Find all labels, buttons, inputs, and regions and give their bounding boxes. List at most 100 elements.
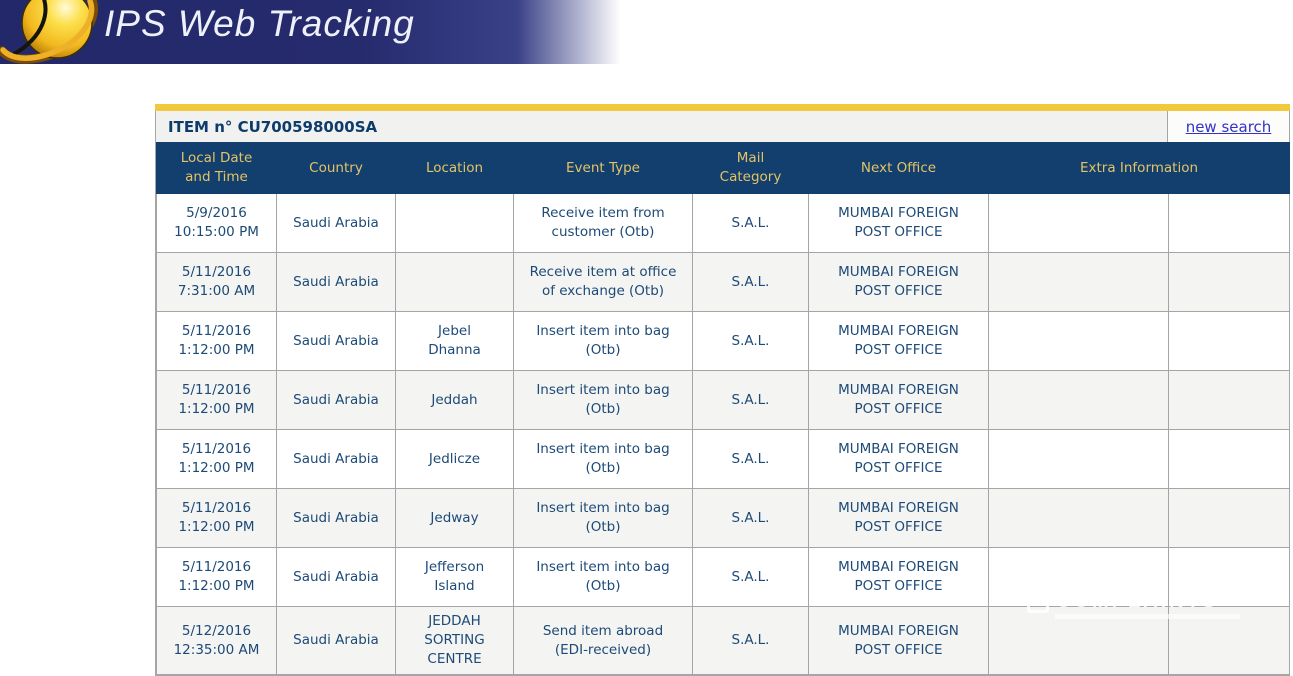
local-date: 5/9/2016 [186, 205, 247, 221]
event-type-cell: Receive item at office of exchange (Otb) [513, 252, 693, 312]
extra-information-cell [988, 370, 1169, 430]
column-header-location: Location [395, 142, 514, 194]
next-office-cell: MUMBAI FOREIGN POST OFFICE [808, 606, 989, 675]
location-cell [395, 193, 514, 253]
next-office-cell: MUMBAI FOREIGN POST OFFICE [808, 429, 989, 489]
extra-information-cell [988, 606, 1169, 675]
table-row: 5/11/2016 1:12:00 PM Saudi Arabia Jeddah… [156, 370, 1291, 430]
country-cell: Saudi Arabia [276, 606, 396, 675]
local-date: 5/12/2016 [181, 622, 252, 639]
location-cell: Jedway [395, 488, 514, 548]
next-office-cell: MUMBAI FOREIGN POST OFFICE [808, 193, 989, 253]
local-datetime-cell: 5/11/2016 1:12:00 PM [156, 547, 277, 607]
tracking-panel: ITEM n° CU700598000SA new search Local D… [155, 104, 1291, 676]
local-datetime-cell: 5/9/2016 10:15:00 PM [156, 193, 277, 253]
extra-information-cell-2 [1167, 311, 1291, 371]
local-time: 12:35:00 AM [173, 641, 260, 658]
column-header-local-date-time: Local Date and Time [156, 142, 277, 194]
table-row: 5/12/2016 12:35:00 AM Saudi Arabia JEDDA… [156, 606, 1291, 675]
local-datetime-cell: 5/11/2016 1:12:00 PM [156, 311, 277, 371]
country-cell: Saudi Arabia [276, 429, 396, 489]
extra-information-cell [988, 311, 1169, 371]
local-datetime-cell: 5/11/2016 1:12:00 PM [156, 370, 277, 430]
country-cell: Saudi Arabia [276, 488, 396, 548]
item-bar: ITEM n° CU700598000SA new search [156, 111, 1289, 142]
location-cell: Jeddah [395, 370, 514, 430]
column-header-mail-category: Mail Category [692, 142, 809, 194]
country-cell: Saudi Arabia [276, 547, 396, 607]
country-cell: Saudi Arabia [276, 252, 396, 312]
event-type-cell: Insert item into bag (Otb) [513, 429, 693, 489]
column-header-next-office: Next Office [808, 142, 989, 194]
next-office-cell: MUMBAI FOREIGN POST OFFICE [808, 370, 989, 430]
column-header-extra-information: Extra Information [987, 142, 1291, 194]
extra-information-cell [988, 429, 1169, 489]
extra-information-cell-2 [1167, 370, 1291, 430]
tracking-table-box: ITEM n° CU700598000SA new search Local D… [155, 111, 1291, 676]
mail-category-cell: S.A.L. [692, 606, 809, 675]
banner: IPS Web Tracking [0, 0, 1293, 64]
mail-category-cell: S.A.L. [692, 252, 809, 312]
mail-category-cell: S.A.L. [692, 193, 809, 253]
event-type-cell: Insert item into bag (Otb) [513, 488, 693, 548]
extra-information-cell [988, 252, 1169, 312]
local-date: 5/11/2016 [181, 264, 252, 280]
extra-information-cell-2 [1167, 193, 1291, 253]
location-cell [395, 252, 514, 312]
tracking-events-table: Local Date and Time Country Location Eve… [156, 142, 1291, 675]
local-time: 10:15:00 PM [174, 224, 259, 240]
local-datetime-cell: 5/12/2016 12:35:00 AM [156, 606, 277, 675]
app-title: IPS Web Tracking [104, 3, 415, 44]
column-header-country: Country [276, 142, 396, 194]
table-row: 5/11/2016 7:31:00 AM Saudi Arabia Receiv… [156, 252, 1291, 312]
table-row: 5/11/2016 1:12:00 PM Saudi Arabia Jedway… [156, 488, 1291, 548]
local-date: 5/11/2016 [181, 441, 252, 457]
extra-information-cell-2 [1167, 488, 1291, 548]
local-time: 1:12:00 PM [178, 460, 255, 476]
location-cell: Jefferson Island [395, 547, 514, 607]
extra-information-cell-2 [1167, 606, 1291, 675]
local-date: 5/11/2016 [181, 323, 252, 339]
extra-information-cell [988, 547, 1169, 607]
event-type-cell: Insert item into bag (Otb) [513, 370, 693, 430]
column-header-event-type: Event Type [513, 142, 693, 194]
country-cell: Saudi Arabia [276, 311, 396, 371]
extra-information-cell-2 [1167, 547, 1291, 607]
local-date: 5/11/2016 [181, 500, 252, 516]
event-type-cell: Send item abroad (EDI-received) [513, 606, 693, 675]
location-cell: JEDDAH SORTING CENTRE [395, 606, 514, 675]
table-row: 5/11/2016 1:12:00 PM Saudi Arabia Jebel … [156, 311, 1291, 371]
globe-swoosh-logo-icon [0, 0, 98, 64]
gold-accent-bar [155, 104, 1290, 111]
mail-category-cell: S.A.L. [692, 488, 809, 548]
event-type-cell: Receive item from customer (Otb) [513, 193, 693, 253]
local-date: 5/11/2016 [181, 382, 252, 398]
table-row: 5/9/2016 10:15:00 PM Saudi Arabia Receiv… [156, 193, 1291, 253]
mail-category-cell: S.A.L. [692, 370, 809, 430]
local-time: 1:12:00 PM [178, 342, 255, 358]
extra-information-cell-2 [1167, 252, 1291, 312]
location-cell: Jedlicze [395, 429, 514, 489]
mail-category-cell: S.A.L. [692, 429, 809, 489]
local-datetime-cell: 5/11/2016 1:12:00 PM [156, 488, 277, 548]
next-office-cell: MUMBAI FOREIGN POST OFFICE [808, 547, 989, 607]
extra-information-cell [988, 488, 1169, 548]
event-type-cell: Insert item into bag (Otb) [513, 547, 693, 607]
next-office-cell: MUMBAI FOREIGN POST OFFICE [808, 488, 989, 548]
local-date: 5/11/2016 [181, 559, 252, 575]
extra-information-cell-2 [1167, 429, 1291, 489]
extra-information-cell [988, 193, 1169, 253]
local-time: 1:12:00 PM [178, 401, 255, 417]
event-type-cell: Insert item into bag (Otb) [513, 311, 693, 371]
country-cell: Saudi Arabia [276, 193, 396, 253]
item-number-label: ITEM n° CU700598000SA [156, 111, 1167, 142]
local-datetime-cell: 5/11/2016 1:12:00 PM [156, 429, 277, 489]
new-search-link[interactable]: new search [1185, 117, 1272, 136]
next-office-cell: MUMBAI FOREIGN POST OFFICE [808, 311, 989, 371]
mail-category-cell: S.A.L. [692, 547, 809, 607]
local-time: 1:12:00 PM [178, 578, 255, 594]
mail-category-cell: S.A.L. [692, 311, 809, 371]
table-row: 5/11/2016 1:12:00 PM Saudi Arabia Jedlic… [156, 429, 1291, 489]
local-datetime-cell: 5/11/2016 7:31:00 AM [156, 252, 277, 312]
local-time: 7:31:00 AM [177, 283, 256, 299]
